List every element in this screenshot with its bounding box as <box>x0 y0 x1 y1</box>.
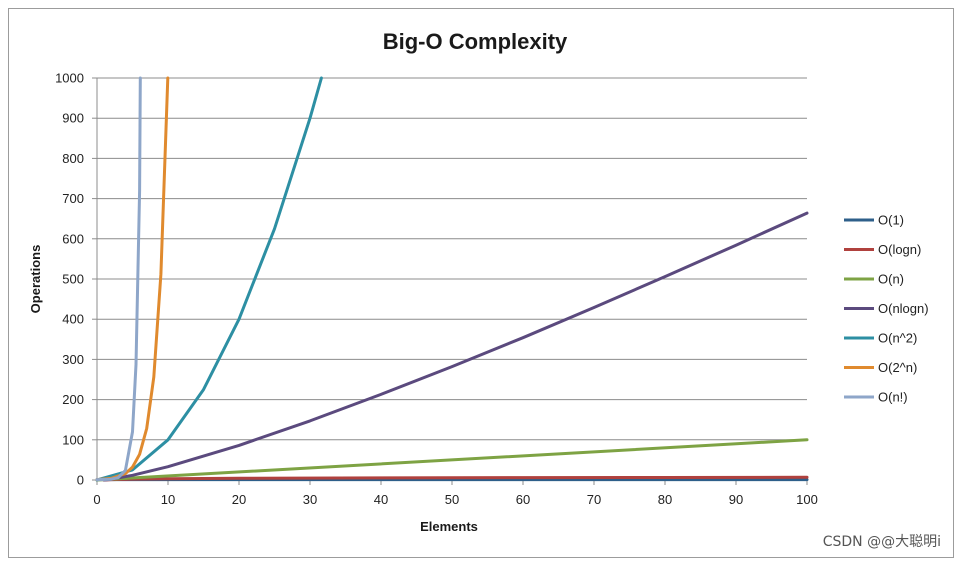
chart-frame: Big-O Complexity 0 100 200 300 400 500 600 700 8… <box>8 8 954 558</box>
y-tick-label-5: 500 <box>62 272 84 287</box>
y-tick-label-8: 800 <box>62 151 84 166</box>
legend-label-0: O(1) <box>878 213 904 228</box>
axes <box>92 77 808 485</box>
grid-lines <box>97 77 807 441</box>
x-tick-label-6: 60 <box>516 492 530 507</box>
x-tick-label-10: 100 <box>796 492 818 507</box>
y-tick-label-6: 600 <box>62 231 84 246</box>
y-tick-label-1: 100 <box>62 432 84 447</box>
series-line-6 <box>95 76 142 482</box>
y-tick-label-2: 200 <box>62 392 84 407</box>
x-tick-label-1: 10 <box>161 492 175 507</box>
legend-label-1: O(logn) <box>878 242 921 257</box>
y-tick-label-10: 1000 <box>55 71 84 86</box>
tick-labels: 0 100 200 300 400 500 600 700 800 900 1000 0 10 20 30 4… <box>55 71 818 508</box>
x-tick-label-9: 90 <box>729 492 743 507</box>
chart-title: Big-O Complexity <box>383 29 568 54</box>
x-tick-label-2: 20 <box>232 492 246 507</box>
x-tick-label-4: 40 <box>374 492 388 507</box>
big-o-chart: Big-O Complexity 01002003004005006007008… <box>28 29 929 534</box>
series-line-3 <box>102 211 809 482</box>
x-tick-label-3: 30 <box>303 492 317 507</box>
y-tick-label-7: 700 <box>62 191 84 206</box>
y-tick-label-0: 0 <box>77 473 84 488</box>
legend-label-4: O(n^2) <box>878 331 917 346</box>
series-lines <box>95 76 809 482</box>
watermark-text: CSDN @@大聪明i <box>822 534 941 550</box>
series-line-2 <box>95 438 809 482</box>
legend-label-3: O(nlogn) <box>878 301 929 316</box>
legend-label-2: O(n) <box>878 272 904 287</box>
legend: O(1) O(logn) O(n) O(nlogn) O(n^2) O(2^n) O(n!) <box>844 213 929 405</box>
series-line-4 <box>95 76 323 482</box>
legend-label-6: O(n!) <box>878 390 908 405</box>
y-tick-label-9: 900 <box>62 111 84 126</box>
y-tick-label-4: 400 <box>62 312 84 327</box>
x-axis-label: Elements <box>420 519 478 534</box>
y-tick-label-3: 300 <box>62 352 84 367</box>
x-tick-label-8: 80 <box>658 492 672 507</box>
y-axis-label: Operations <box>28 245 43 314</box>
x-tick-label-5: 50 <box>445 492 459 507</box>
x-tick-label-7: 70 <box>587 492 601 507</box>
legend-label-5: O(2^n) <box>878 360 917 375</box>
x-tick-label-0: 0 <box>93 492 100 507</box>
